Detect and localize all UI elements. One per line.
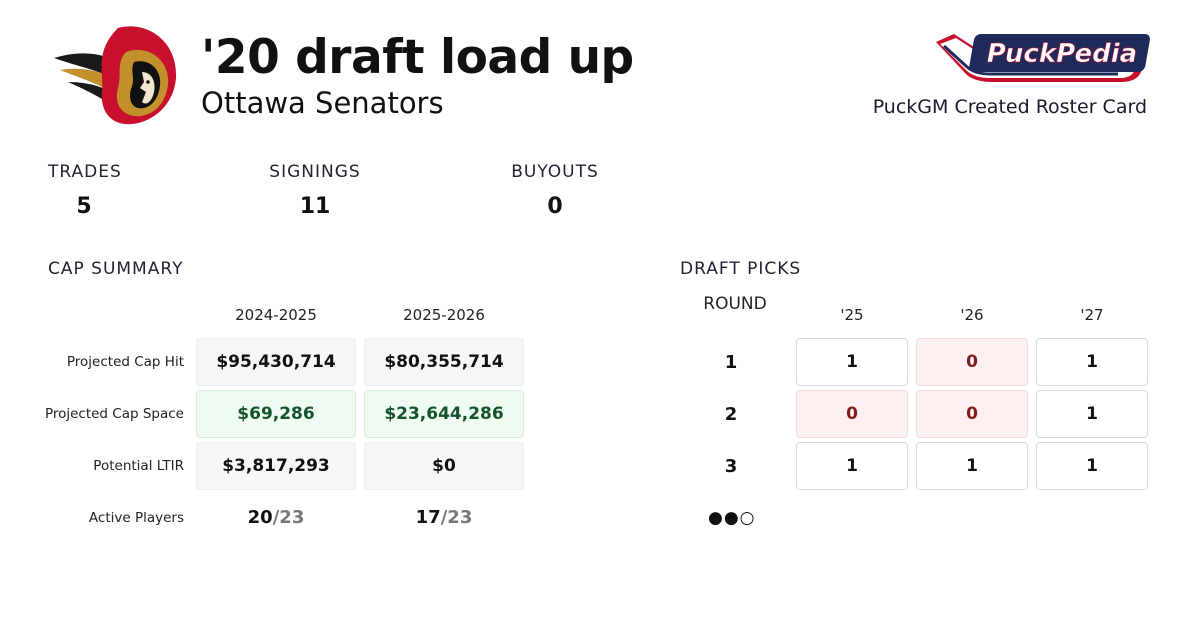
pagination-dots: ●●○ bbox=[708, 508, 756, 528]
year-header: '27 bbox=[1080, 306, 1104, 324]
row-label-ltir: Potential LTIR bbox=[93, 458, 184, 474]
season-header: 2025-2026 bbox=[403, 306, 485, 324]
season-header: 2024-2025 bbox=[235, 306, 317, 324]
stat-label: TRADES bbox=[48, 162, 122, 182]
active-count: 20 bbox=[247, 507, 273, 528]
team-name: Ottawa Senators bbox=[201, 86, 444, 120]
row-label-cap-space: Projected Cap Space bbox=[44, 406, 184, 422]
row-label-cap-hit: Projected Cap Hit bbox=[66, 354, 184, 370]
stat-buyouts: BUYOUTS 0 bbox=[510, 162, 600, 219]
cap-hit-value: $80,355,714 bbox=[364, 338, 524, 386]
pick-cell: 1 bbox=[916, 442, 1028, 490]
page-title: '20 draft load up bbox=[201, 30, 634, 85]
cap-summary-title: CAP SUMMARY bbox=[48, 259, 184, 279]
active-players-value: 17/23 bbox=[364, 507, 524, 528]
stat-value: 0 bbox=[547, 194, 563, 219]
ltir-value: $3,817,293 bbox=[196, 442, 356, 490]
cap-space-value: $23,644,286 bbox=[364, 390, 524, 438]
stat-trades: TRADES 5 bbox=[48, 162, 122, 219]
stat-signings: SIGNINGS 11 bbox=[268, 162, 362, 219]
active-players-value: 20/23 bbox=[196, 507, 356, 528]
round-number: 2 bbox=[724, 404, 738, 425]
pick-cell: 0 bbox=[916, 390, 1028, 438]
puckpedia-logo-icon: PuckPedia bbox=[936, 34, 1150, 82]
year-header: '26 bbox=[960, 306, 984, 324]
brand-logo-text: PuckPedia bbox=[987, 39, 1137, 69]
pick-cell: 0 bbox=[796, 390, 908, 438]
row-label-active-players: Active Players bbox=[88, 510, 184, 526]
ltir-value: $0 bbox=[364, 442, 524, 490]
pick-cell: 1 bbox=[1036, 338, 1148, 386]
stat-value: 5 bbox=[76, 194, 92, 219]
active-count: 17 bbox=[415, 507, 441, 528]
cap-space-value: $69,286 bbox=[196, 390, 356, 438]
round-header: ROUND bbox=[703, 294, 767, 314]
senators-logo-icon bbox=[54, 26, 177, 125]
active-max: /23 bbox=[440, 507, 473, 528]
round-number: 3 bbox=[724, 456, 738, 477]
draft-picks-title: DRAFT PICKS bbox=[680, 259, 802, 279]
active-max: /23 bbox=[272, 507, 305, 528]
year-header: '25 bbox=[840, 306, 864, 324]
pick-cell: 1 bbox=[1036, 390, 1148, 438]
pick-cell: 1 bbox=[1036, 442, 1148, 490]
stat-label: BUYOUTS bbox=[511, 162, 599, 182]
pick-cell: 1 bbox=[796, 338, 908, 386]
pick-cell: 0 bbox=[916, 338, 1028, 386]
stat-value: 11 bbox=[299, 194, 331, 219]
stat-label: SIGNINGS bbox=[269, 162, 361, 182]
pick-cell: 1 bbox=[796, 442, 908, 490]
brand-caption: PuckGM Created Roster Card bbox=[872, 96, 1147, 118]
cap-hit-value: $95,430,714 bbox=[196, 338, 356, 386]
round-number: 1 bbox=[724, 352, 738, 373]
